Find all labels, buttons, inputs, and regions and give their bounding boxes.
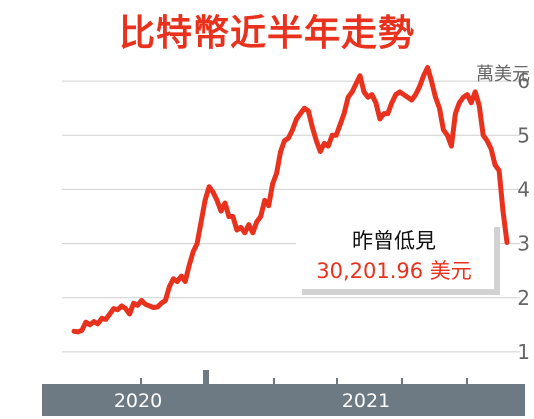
- callout-title: 昨曾低見: [352, 229, 436, 253]
- x-axis-bar: 2020 2021: [42, 370, 525, 416]
- year-divider: [203, 370, 209, 416]
- series: [71, 65, 510, 335]
- y-tick-label-5: 5: [517, 123, 530, 147]
- y-tick-label-1: 1: [517, 340, 530, 364]
- y-axis-ticks: 6 5 4 3 2 1: [517, 69, 530, 364]
- x-tick: [336, 378, 338, 384]
- unit-label: 萬美元: [476, 64, 530, 85]
- callout-value: 30,201.96 美元: [316, 259, 472, 283]
- chart-title: 比特幣近半年走勢: [118, 13, 415, 54]
- year-label-2021: 2021: [342, 390, 390, 412]
- y-tick-label-3: 3: [517, 232, 530, 256]
- y-tick-label-4: 4: [517, 177, 530, 201]
- x-tick: [401, 378, 403, 384]
- x-tick: [273, 378, 275, 384]
- callout-box: [296, 221, 494, 289]
- year-label-2020: 2020: [114, 390, 162, 412]
- x-axis-segment-2020: [42, 384, 203, 416]
- y-tick-label-6: 6: [517, 69, 530, 93]
- y-tick-label-2: 2: [517, 286, 530, 310]
- x-tick: [466, 378, 468, 384]
- x-tick: [140, 378, 142, 384]
- series-line-0: [71, 65, 510, 335]
- low-callout: 昨曾低見 30,201.96 美元: [296, 221, 500, 295]
- x-axis-segment-2021: [209, 384, 525, 416]
